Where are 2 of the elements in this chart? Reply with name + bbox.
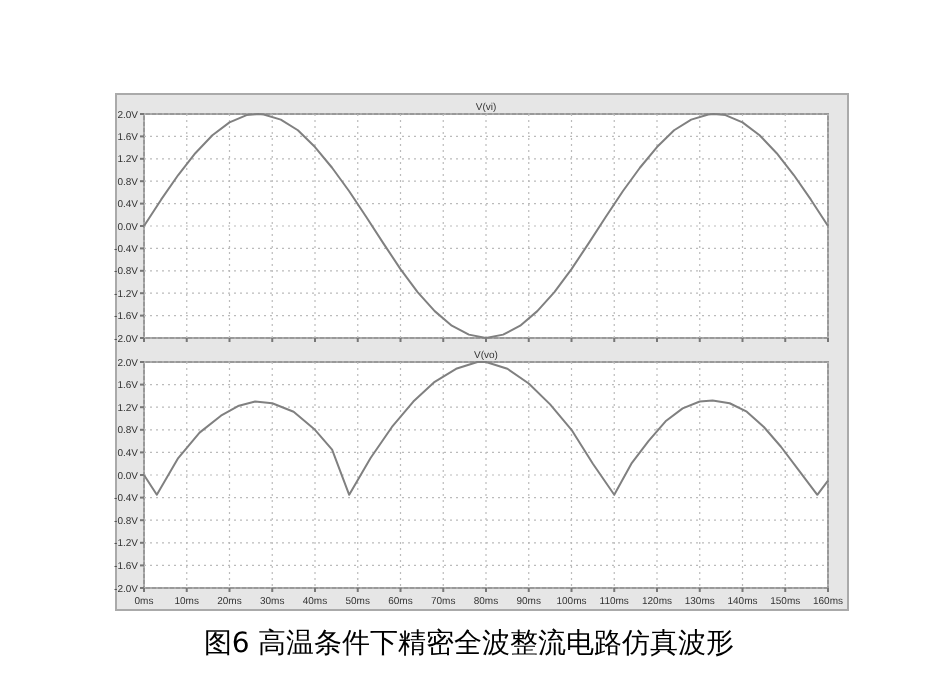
caption: 图6 高温条件下精密全波整流电路仿真波形 — [203, 628, 735, 660]
line-series — [143, 113, 829, 339]
